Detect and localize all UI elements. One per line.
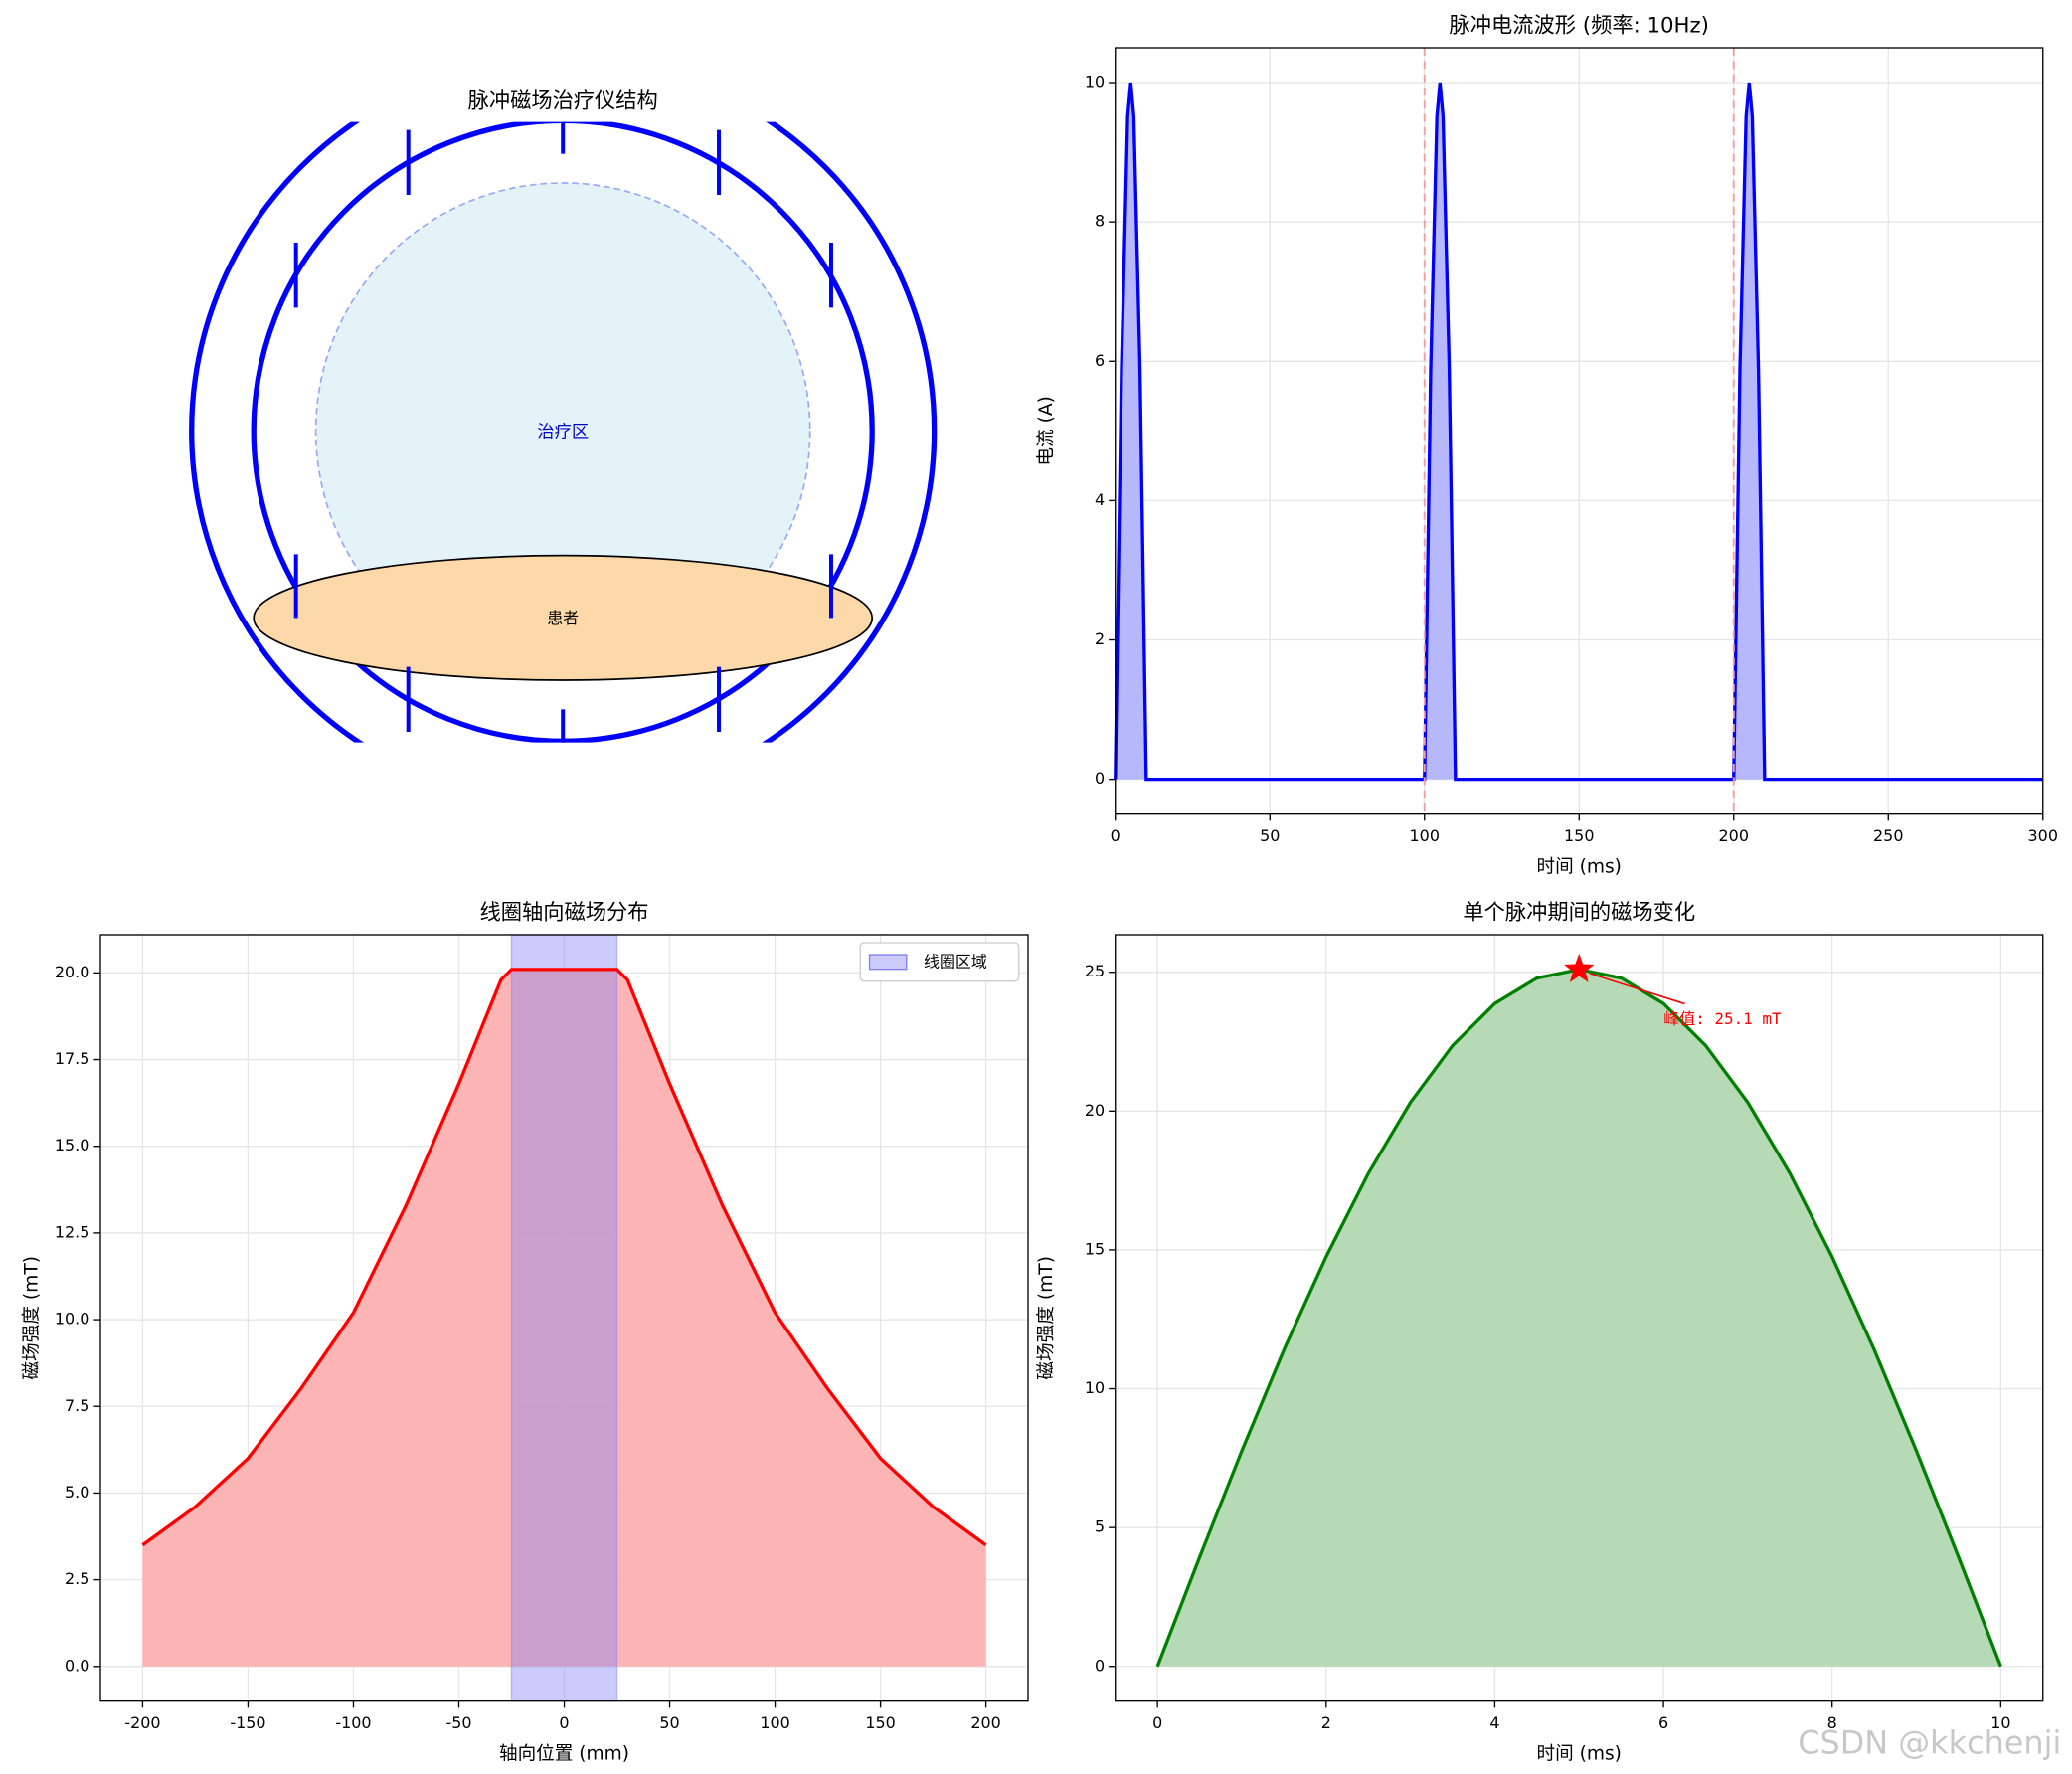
plot-frame bbox=[1115, 934, 2044, 1702]
y-tick-label: 15.0 bbox=[55, 1136, 90, 1154]
chart-title: 线圈轴向磁场分布 bbox=[480, 901, 649, 926]
x-tick-label: 200 bbox=[970, 1713, 1000, 1732]
x-tick-label: -50 bbox=[445, 1713, 471, 1732]
annotation: 峰值: 25.1 mT bbox=[1663, 1009, 1782, 1028]
watermark: CSDN @kkchenji bbox=[1798, 1724, 2061, 1762]
x-tick-label: 8 bbox=[1827, 1713, 1837, 1732]
x-tick-label: 50 bbox=[1260, 826, 1280, 845]
line bbox=[1114, 82, 2043, 782]
x-axis-label: 时间 (ms) bbox=[1537, 1743, 1622, 1764]
y-axis-label: 电流 (A) bbox=[1036, 396, 1057, 466]
y-tick-label: 2.5 bbox=[65, 1569, 89, 1588]
legend-label: 线圈区域 bbox=[924, 952, 987, 971]
y-tick-label: 15 bbox=[1085, 1239, 1105, 1258]
x-tick-label: 100 bbox=[760, 1713, 789, 1732]
zone-label: 治疗区 bbox=[537, 423, 589, 443]
y-tick-label: 25 bbox=[1085, 962, 1105, 980]
x-tick-label: 250 bbox=[1873, 826, 1903, 845]
x-tick-label: 0 bbox=[559, 1713, 569, 1732]
x-tick-label: 0 bbox=[1152, 1713, 1162, 1732]
outer-coil bbox=[189, 121, 938, 743]
line bbox=[141, 968, 987, 1547]
area bbox=[1157, 969, 2001, 1667]
x-tick-label: 100 bbox=[1410, 826, 1440, 845]
x-tick-label: 6 bbox=[1658, 1713, 1668, 1732]
y-axis-label: 磁场强度 (mT) bbox=[21, 1256, 42, 1380]
y-tick-label: 2 bbox=[1095, 629, 1105, 648]
legend-swatch bbox=[868, 954, 908, 971]
x-tick-label: 2 bbox=[1321, 1713, 1331, 1732]
y-tick-label: 0 bbox=[1095, 1656, 1105, 1675]
x-tick-label: 150 bbox=[865, 1713, 895, 1732]
y-tick-label: 4 bbox=[1095, 490, 1105, 509]
x-tick-label: 10 bbox=[1990, 1713, 2010, 1732]
x-tick-label: 300 bbox=[2028, 826, 2058, 845]
annotation-arrow bbox=[1589, 973, 1685, 1005]
chart-title: 脉冲电流波形 (频率: 10Hz) bbox=[1450, 14, 1709, 39]
x-tick-label: 4 bbox=[1489, 1713, 1499, 1732]
y-tick-label: 8 bbox=[1095, 212, 1105, 231]
x-tick-label: -150 bbox=[230, 1713, 265, 1732]
y-tick-label: 20 bbox=[1085, 1101, 1105, 1120]
x-tick-label: -100 bbox=[335, 1713, 371, 1732]
y-tick-label: 10 bbox=[1085, 73, 1105, 91]
x-tick-label: 150 bbox=[1564, 826, 1594, 845]
y-tick-label: 20.0 bbox=[55, 963, 90, 981]
x-tick-label: 200 bbox=[1719, 826, 1749, 845]
y-tick-label: 0.0 bbox=[65, 1656, 89, 1675]
band bbox=[510, 934, 618, 1702]
patient bbox=[253, 554, 874, 681]
y-tick-label: 0 bbox=[1095, 769, 1105, 788]
y-tick-label: 5.0 bbox=[65, 1483, 89, 1502]
x-tick-label: 0 bbox=[1111, 826, 1121, 845]
y-axis-label: 磁场强度 (mT) bbox=[1036, 1256, 1057, 1380]
patient-label: 患者 bbox=[547, 609, 579, 627]
y-tick-label: 10 bbox=[1085, 1378, 1105, 1397]
y-tick-label: 6 bbox=[1095, 351, 1105, 370]
coil-segments bbox=[293, 121, 833, 743]
y-tick-label: 10.0 bbox=[55, 1310, 90, 1329]
area bbox=[142, 969, 986, 1667]
y-tick-label: 7.5 bbox=[65, 1396, 89, 1415]
x-tick-label: -200 bbox=[124, 1713, 160, 1732]
y-tick-label: 17.5 bbox=[55, 1049, 90, 1068]
treatment-zone bbox=[314, 182, 811, 680]
structure-diagram: 脉冲磁场治疗仪结构 治疗区 患者 bbox=[189, 89, 938, 743]
chart: 脉冲电流波形 (频率: 10Hz)时间 (ms)电流 (A)0 50 100 150 2… bbox=[1036, 14, 2058, 878]
plot-frame bbox=[1115, 47, 2044, 815]
y-tick-label: 5 bbox=[1095, 1517, 1105, 1536]
x-axis-label: 时间 (ms) bbox=[1537, 856, 1622, 877]
legend-box bbox=[859, 942, 1020, 982]
diagram-title: 脉冲磁场治疗仪结构 bbox=[468, 89, 658, 114]
y-tick-label: 12.5 bbox=[55, 1222, 90, 1241]
x-tick-label: 50 bbox=[659, 1713, 679, 1732]
peak-marker bbox=[1564, 953, 1595, 982]
chart-title: 单个脉冲期间的磁场变化 bbox=[1463, 901, 1695, 926]
x-axis-label: 轴向位置 (mm) bbox=[499, 1743, 629, 1764]
plot-frame bbox=[99, 934, 1029, 1702]
